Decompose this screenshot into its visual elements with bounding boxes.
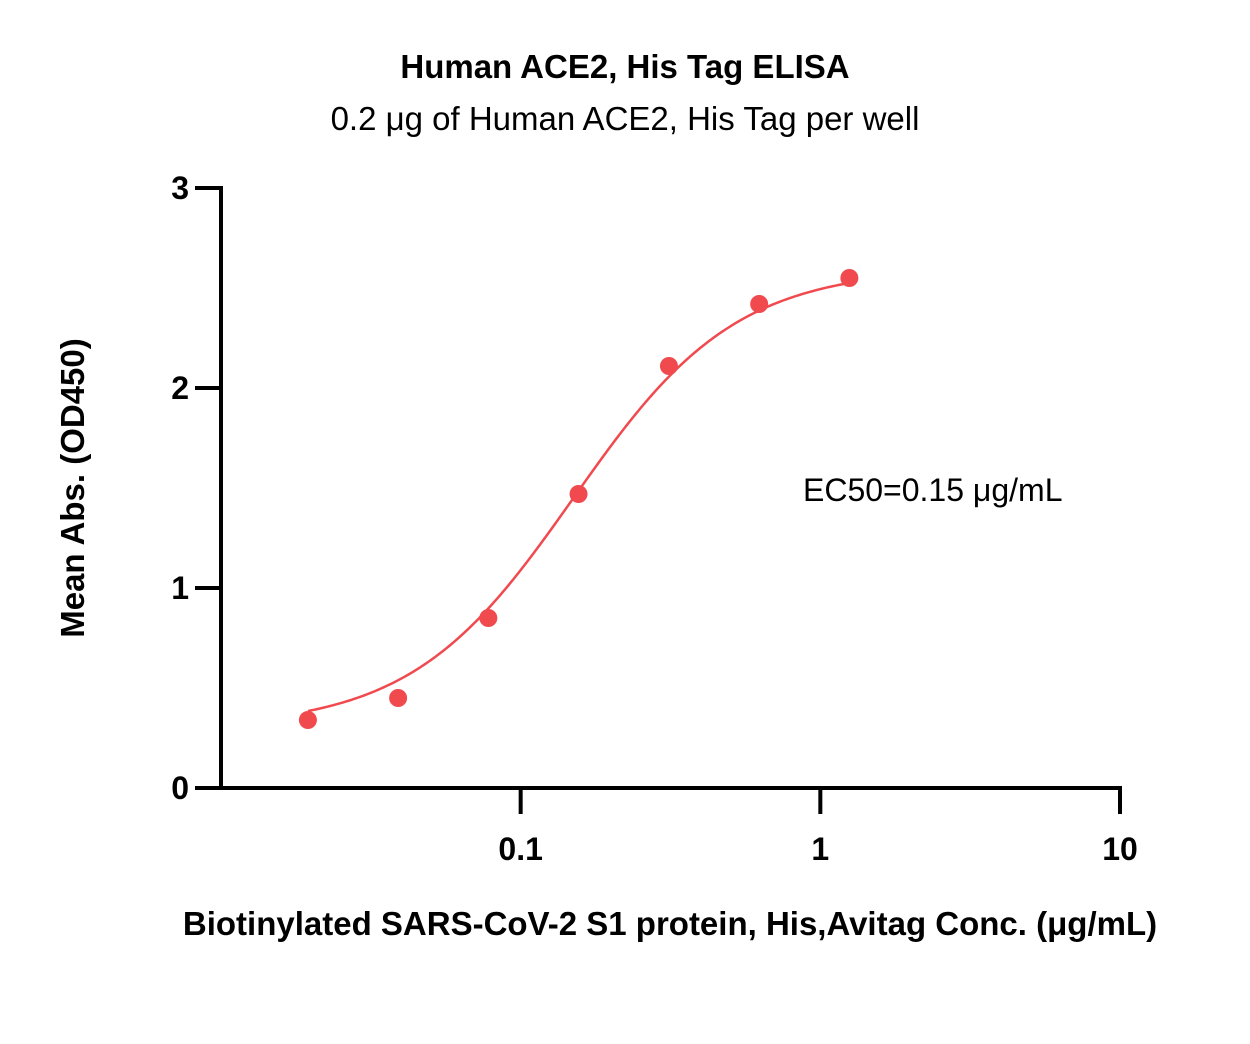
data-point	[659, 357, 678, 375]
y-tick-label: 0	[171, 770, 189, 806]
x-tick-label: 1	[811, 831, 829, 867]
annotations: EC50=0.15 μg/mL	[803, 472, 1062, 508]
data-point	[569, 485, 588, 503]
ec50-annotation: EC50=0.15 μg/mL	[803, 472, 1062, 508]
chart-subtitle: 0.2 μg of Human ACE2, His Tag per well	[330, 100, 920, 137]
axes	[219, 186, 1122, 790]
chart-title: Human ACE2, His Tag ELISA	[400, 48, 850, 85]
data-point	[750, 295, 769, 313]
data-point	[840, 269, 859, 287]
x-tick-label: 10	[1102, 831, 1138, 867]
data-point	[298, 711, 317, 729]
y-tick-label: 3	[171, 170, 189, 206]
data-point	[389, 689, 408, 707]
data-points	[298, 269, 859, 729]
x-axis-label: Biotinylated SARS-CoV-2 S1 protein, His,…	[182, 905, 1158, 942]
y-tick-label: 2	[171, 370, 189, 406]
axis-ticks: 0 1 2 3 0.1 1 10	[171, 170, 1138, 867]
data-point	[479, 609, 498, 627]
y-tick-label: 1	[171, 570, 189, 606]
x-tick-label: 0.1	[498, 831, 542, 867]
